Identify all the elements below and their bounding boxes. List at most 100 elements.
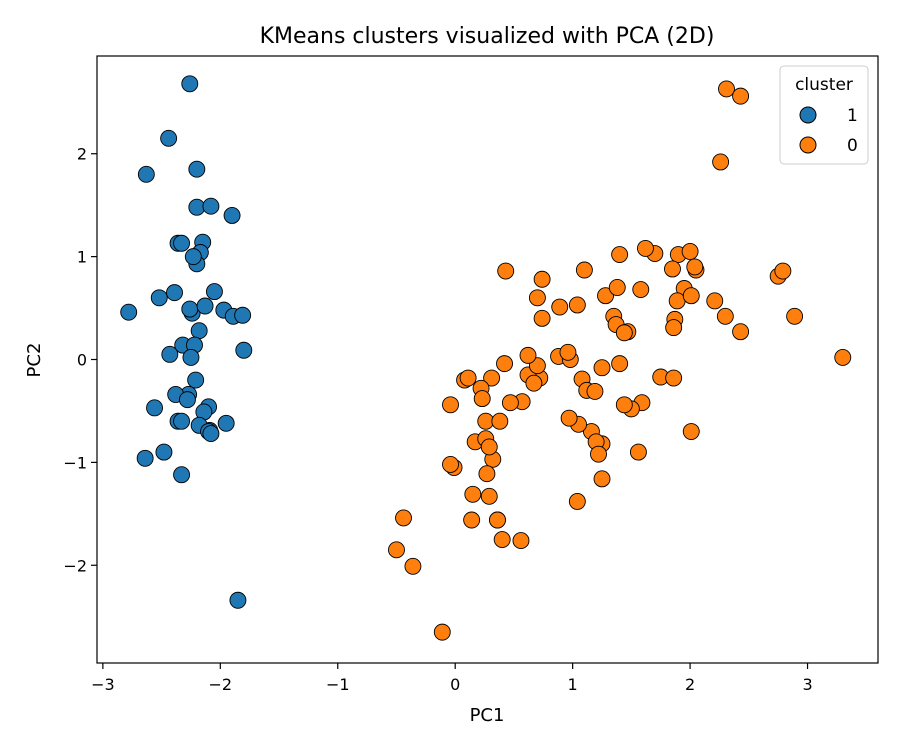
point-cluster-1 (235, 341, 253, 359)
point-cluster-0 (774, 262, 792, 280)
point-cluster-1 (202, 425, 220, 443)
point-cluster-0 (712, 153, 730, 171)
point-cluster-0 (512, 532, 530, 550)
y-tick-label: 0 (77, 351, 87, 370)
point-cluster-0 (496, 355, 513, 373)
x-tick-label: 1 (568, 675, 578, 694)
point-cluster-1 (188, 198, 206, 216)
x-tick-label: −3 (91, 675, 115, 694)
point-cluster-1 (120, 303, 138, 321)
point-cluster-0 (489, 511, 506, 529)
point-cluster-0 (668, 292, 686, 310)
point-cluster-0 (560, 409, 578, 427)
point-cluster-0 (834, 348, 852, 366)
point-cluster-0 (493, 531, 511, 548)
point-cluster-1 (182, 348, 200, 366)
legend-marker-cluster-1 (799, 106, 817, 124)
point-cluster-0 (478, 465, 496, 483)
y-tick-label: 1 (77, 248, 87, 267)
point-cluster-0 (528, 289, 546, 307)
x-axis-label: PC1 (470, 705, 505, 726)
legend-label-cluster-0: 0 (847, 136, 858, 156)
point-cluster-1 (173, 466, 191, 484)
x-tick-label: −2 (209, 675, 233, 694)
point-cluster-1 (155, 443, 173, 461)
series-cluster-1 (120, 75, 253, 609)
point-cluster-0 (629, 443, 647, 461)
legend-title: cluster (795, 75, 853, 95)
point-cluster-0 (611, 355, 629, 373)
point-cluster-0 (533, 270, 551, 288)
point-cluster-0 (732, 323, 750, 341)
chart-title: KMeans clusters visualized with PCA (2D) (260, 24, 715, 49)
point-cluster-0 (497, 262, 515, 280)
point-cluster-0 (786, 307, 804, 325)
point-cluster-0 (433, 623, 451, 641)
x-tick-label: 0 (450, 675, 460, 694)
point-cluster-0 (682, 287, 700, 305)
x-axis-ticks: −3 −2 −1 0 1 2 3 (91, 663, 813, 694)
point-cluster-0 (477, 412, 495, 430)
point-cluster-0 (706, 292, 724, 310)
point-cluster-1 (150, 289, 168, 307)
x-tick-label: 2 (685, 675, 695, 694)
point-cluster-1 (190, 322, 208, 340)
point-cluster-0 (519, 346, 537, 364)
point-cluster-1 (146, 399, 163, 417)
point-cluster-0 (551, 298, 569, 316)
point-cluster-1 (173, 412, 191, 430)
point-cluster-0 (559, 343, 577, 361)
point-cluster-0 (464, 485, 482, 503)
point-cluster-0 (388, 541, 405, 559)
point-cluster-1 (161, 345, 179, 363)
point-cluster-1 (173, 234, 191, 252)
point-cluster-0 (682, 423, 700, 440)
point-cluster-0 (480, 487, 498, 505)
x-tick-label: −1 (326, 675, 350, 694)
point-cluster-0 (615, 396, 633, 414)
y-tick-label: 2 (77, 145, 87, 164)
legend-label-cluster-1: 1 (847, 106, 858, 126)
x-tick-label: 3 (802, 675, 812, 694)
point-cluster-0 (593, 470, 611, 488)
point-cluster-0 (442, 455, 459, 473)
plot-area (97, 56, 878, 663)
legend: cluster 1 0 (779, 65, 869, 165)
point-cluster-1 (202, 197, 220, 215)
point-cluster-0 (491, 412, 509, 430)
point-cluster-0 (593, 359, 611, 377)
point-cluster-0 (525, 374, 543, 392)
point-cluster-1 (196, 297, 214, 315)
point-cluster-0 (395, 509, 412, 527)
point-cluster-0 (611, 246, 629, 264)
point-cluster-0 (632, 281, 650, 298)
point-cluster-1 (136, 449, 154, 467)
point-cluster-1 (181, 300, 199, 318)
point-cluster-0 (480, 438, 498, 456)
plot-frame (96, 55, 879, 664)
point-cluster-0 (665, 319, 683, 337)
point-cluster-0 (463, 511, 481, 529)
point-cluster-0 (608, 279, 626, 296)
y-tick-label: −2 (63, 556, 87, 575)
point-cluster-1 (205, 283, 223, 301)
point-cluster-1 (160, 129, 178, 147)
point-cluster-0 (575, 261, 593, 279)
point-cluster-0 (568, 493, 586, 510)
point-cluster-0 (501, 394, 519, 412)
point-cluster-0 (533, 309, 551, 327)
point-cluster-0 (590, 445, 607, 463)
point-cluster-0 (686, 258, 704, 276)
point-cluster-0 (597, 287, 614, 305)
point-cluster-0 (637, 239, 654, 257)
scatter-points (120, 75, 852, 641)
point-cluster-0 (664, 260, 681, 278)
point-cluster-0 (586, 382, 604, 400)
y-axis-label: PC2 (24, 343, 45, 378)
point-cluster-0 (473, 390, 491, 408)
point-cluster-1 (217, 414, 235, 432)
point-cluster-0 (665, 369, 683, 387)
point-cluster-1 (188, 160, 206, 178)
series-cluster-0 (388, 80, 852, 641)
